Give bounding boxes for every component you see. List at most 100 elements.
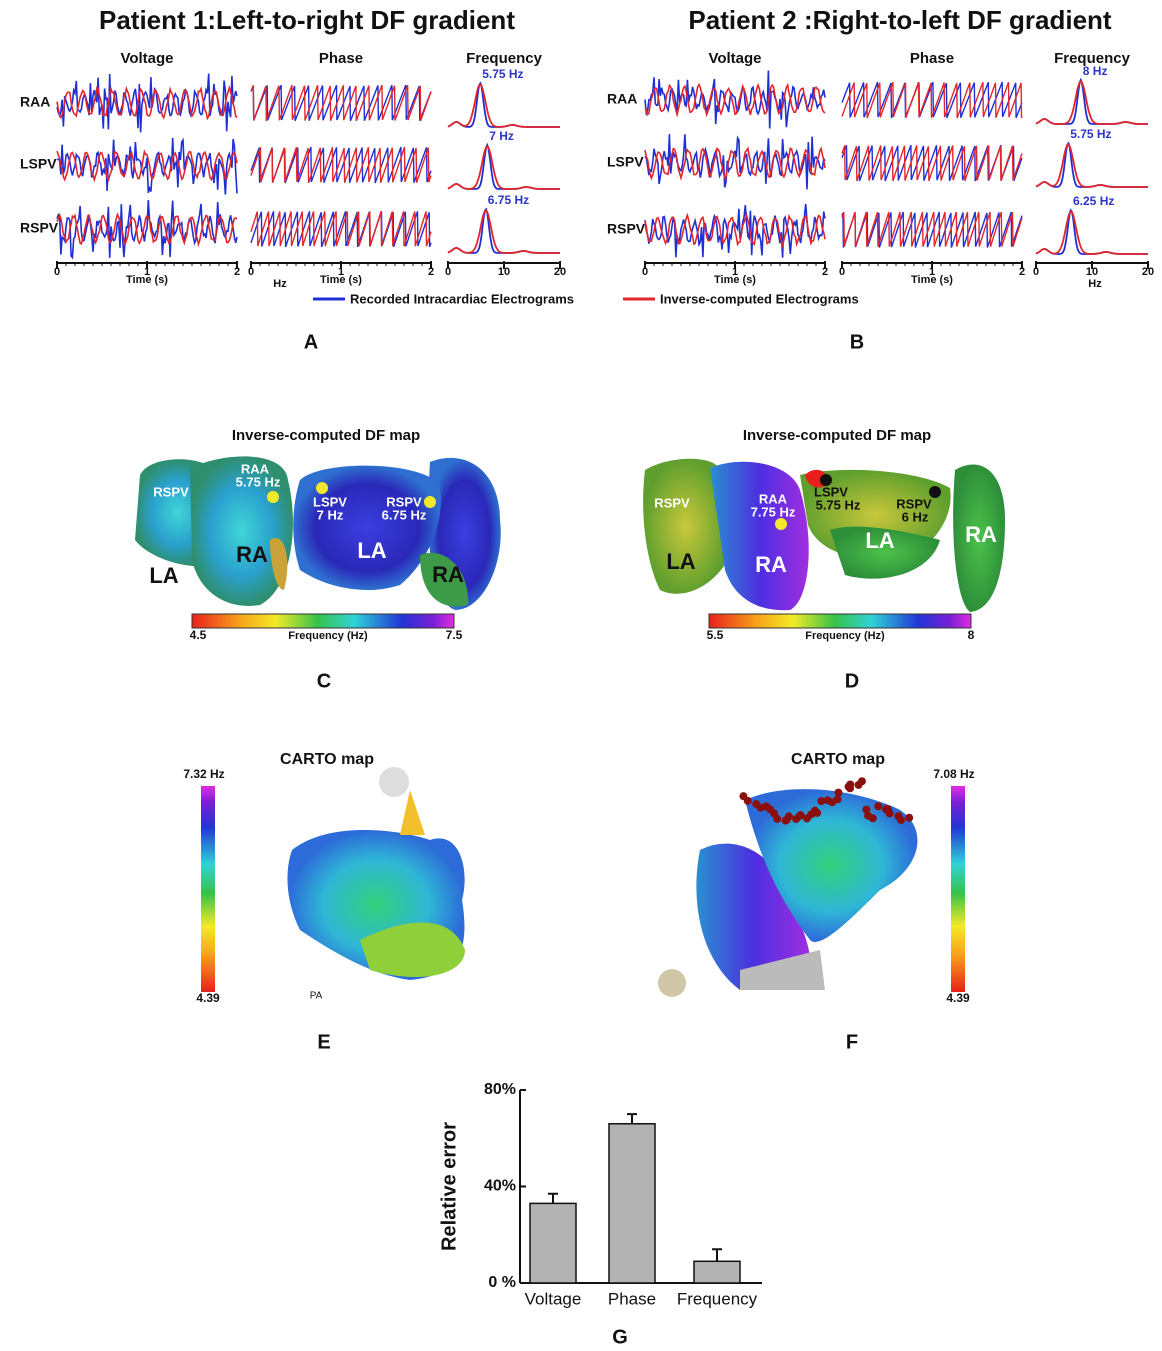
anatomy-label: LSPV	[814, 484, 848, 499]
ablation-point	[833, 795, 842, 804]
error-bar	[548, 1192, 558, 1204]
spectrum	[1035, 80, 1148, 125]
site-marker	[775, 518, 787, 530]
anatomy-label: RSPV	[654, 495, 690, 510]
x-tick-label: 0	[445, 266, 451, 278]
atrium-shape	[953, 464, 1005, 612]
x-tick-label: 0	[248, 266, 254, 278]
voltage-trace	[56, 84, 238, 121]
legend-label: Inverse-computed Electrograms	[660, 291, 859, 306]
ablation-point	[857, 777, 866, 786]
ablation-point	[905, 813, 914, 822]
error-bar	[712, 1248, 722, 1262]
anatomy-label: RA	[755, 552, 787, 577]
x-tick-label: 0	[54, 266, 60, 278]
anatomy-label: RSPV	[386, 494, 422, 509]
voltage-trace	[644, 146, 826, 181]
site-marker	[929, 486, 941, 498]
anatomy-label: LA	[666, 549, 695, 574]
row-label: LSPV	[20, 156, 57, 172]
row-label: RSPV	[607, 221, 646, 237]
spectrum	[447, 145, 560, 190]
panel-letter: F	[846, 1031, 858, 1053]
x-tick-label: 10	[1086, 266, 1098, 278]
row-label: LSPV	[607, 154, 644, 170]
ablation-point	[834, 788, 843, 797]
x-tick-label: 1	[732, 266, 738, 278]
bar	[529, 1202, 577, 1284]
y-tick-label: 40%	[484, 1178, 516, 1195]
y-axis-label: Relative error	[438, 1122, 460, 1251]
bar	[608, 1123, 656, 1284]
colorbar	[951, 786, 965, 992]
column-title: Frequency	[466, 50, 543, 67]
spectrum	[1035, 208, 1148, 255]
atrium-shape	[710, 461, 809, 611]
x-tick-label: 1	[929, 266, 935, 278]
spectrum	[447, 83, 560, 128]
voltage-trace	[644, 134, 826, 190]
map-note: PA	[310, 991, 323, 1002]
spectrum	[447, 81, 560, 128]
anatomy-label: 7.75 Hz	[751, 504, 796, 519]
spectrum	[1035, 77, 1148, 125]
row-label: RSPV	[20, 220, 59, 236]
colorbar	[191, 613, 455, 629]
x-axis-label: Time (s)	[320, 274, 362, 286]
legend-label: Recorded Intracardiac Electrograms	[350, 291, 574, 306]
atrium-shape	[696, 843, 811, 990]
x-tick-label: 10	[498, 266, 510, 278]
panel-letter: A	[304, 331, 318, 353]
row-label: RAA	[607, 91, 637, 107]
phase-trace	[841, 211, 1023, 248]
panel-letter: E	[317, 1031, 330, 1053]
x-tick-label: 2	[428, 266, 434, 278]
phase-trace	[841, 211, 1023, 247]
colorbar	[201, 786, 215, 992]
colorbar-max: 7.08 Hz	[933, 767, 974, 781]
colorbar-label: Frequency (Hz)	[288, 630, 368, 642]
voltage-trace	[644, 70, 826, 129]
ablation-point	[796, 811, 805, 820]
phase-trace	[250, 84, 432, 122]
phase-trace	[841, 145, 1023, 182]
atrium-shape	[420, 552, 469, 607]
colorbar-min: 4.39	[946, 991, 970, 1005]
anatomy-label: LSPV	[313, 494, 347, 509]
voltage-trace	[56, 137, 238, 195]
ablation-point	[874, 802, 883, 811]
x-tick-label: Voltage	[525, 1289, 582, 1308]
anatomy-label: 6.75 Hz	[382, 507, 427, 522]
anatomy-label: RA	[965, 522, 997, 547]
anatomy-label: 5.75 Hz	[816, 497, 861, 512]
ablation-point	[817, 797, 826, 806]
y-tick-label: 0 %	[488, 1274, 516, 1291]
panel-letter: D	[845, 670, 859, 692]
colorbar-max: 7.5	[446, 628, 463, 642]
row-label: RAA	[20, 94, 50, 110]
atrium-shape	[360, 922, 465, 978]
anatomy-label: RSPV	[153, 484, 189, 499]
x-tick-label: 2	[822, 266, 828, 278]
colorbar-min: 5.5	[707, 628, 724, 642]
anatomy-label: 6 Hz	[902, 509, 929, 524]
voltage-trace	[644, 212, 826, 249]
atrium-shape	[400, 790, 425, 835]
anatomy-label: LA	[149, 563, 178, 588]
ablation-point	[864, 811, 873, 820]
spectrum	[1035, 141, 1148, 188]
ablation-point	[743, 796, 752, 805]
voltage-trace	[644, 82, 826, 118]
peak-label: 6.25 Hz	[1073, 194, 1114, 208]
phase-trace	[841, 81, 1023, 119]
voltage-trace	[644, 203, 826, 258]
voltage-trace	[56, 200, 238, 260]
ablation-point	[813, 808, 822, 817]
y-tick-label: 80%	[484, 1081, 516, 1098]
column-title: Frequency	[1054, 50, 1131, 67]
atrium-shape	[643, 458, 728, 594]
x-tick-label: Frequency	[677, 1289, 758, 1308]
panel-letter: B	[850, 331, 864, 353]
site-marker	[316, 482, 328, 494]
